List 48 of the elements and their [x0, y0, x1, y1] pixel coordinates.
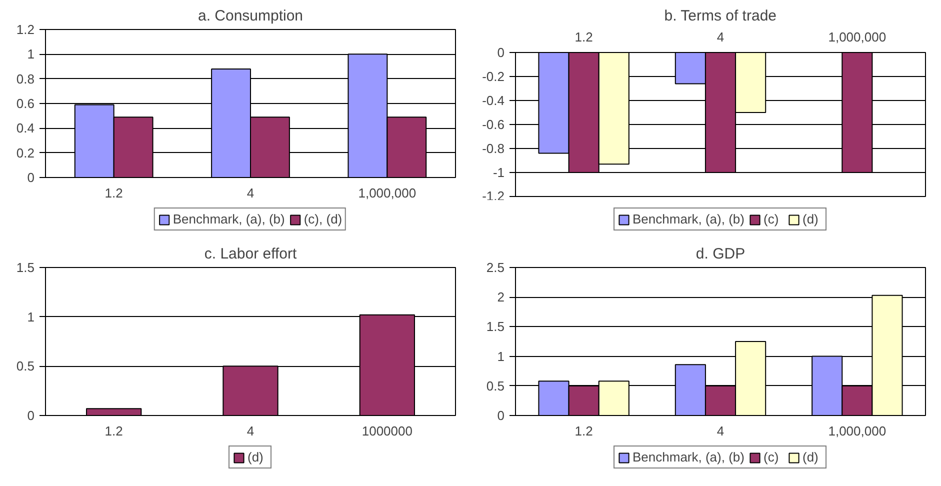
legend-label: (d): [248, 450, 264, 464]
legend-label: Benchmark, (a), (b): [632, 212, 744, 226]
x-tick-label: 4: [246, 186, 254, 200]
legend-label: (d): [802, 212, 820, 226]
y-tick-label: 0: [27, 170, 35, 185]
y-tick-label: -0.8: [482, 141, 505, 156]
x-tick-label: 1.2: [574, 30, 593, 44]
chart-title: a. Consumption: [198, 8, 304, 24]
legend-label: (c): [763, 450, 780, 464]
y-tick-label: -0.6: [482, 117, 505, 132]
chart-title: b. Terms of trade: [664, 8, 777, 24]
y-tick-label: 0.5: [16, 358, 35, 374]
x-tick-label: 1000000: [362, 424, 412, 438]
y-tick-label: 0: [497, 408, 505, 423]
bar: [86, 408, 142, 416]
chart-title: d. GDP: [696, 246, 746, 262]
x-tick-label: 4: [716, 30, 724, 44]
y-tick-label: -1: [492, 165, 505, 180]
x-tick-label: 1.2: [104, 186, 123, 200]
y-tick-label: 0.2: [16, 145, 35, 160]
y-tick-label: 0: [27, 408, 35, 423]
chart-title: c. Labor effort: [204, 246, 298, 262]
x-tick-label: 1.2: [104, 424, 123, 438]
y-tick-label: 0: [497, 45, 505, 60]
x-tick-label: 1,000,000: [828, 30, 886, 44]
x-tick-label: 1,000,000: [358, 186, 416, 200]
legend-label: (d): [802, 450, 820, 464]
legend-label: (c), (d): [304, 212, 342, 226]
y-tick-label: 1.5: [486, 319, 505, 334]
y-tick-label: 2.5: [486, 260, 505, 275]
y-tick-label: 0.8: [16, 71, 35, 86]
legend-label: Benchmark, (a), (b): [632, 450, 744, 464]
legend-label: Benchmark, (a), (b): [172, 212, 285, 226]
y-tick-label: -0.2: [482, 69, 505, 84]
y-tick-label: -0.4: [482, 93, 505, 108]
y-tick-label: 0.5: [486, 378, 505, 394]
y-tick-label: 0.6: [16, 96, 35, 111]
y-tick-label: 1: [497, 348, 505, 364]
x-tick-label: 4: [716, 424, 724, 438]
x-tick-label: 1,000,000: [828, 424, 886, 438]
y-tick-label: 1: [27, 46, 35, 62]
x-tick-label: 1.2: [574, 424, 593, 438]
y-tick-label: 0.4: [16, 120, 35, 136]
y-tick-label: 1: [27, 309, 35, 324]
x-tick-label: 4: [246, 424, 254, 438]
y-tick-label: 2: [497, 290, 505, 305]
y-tick-label: 1.5: [16, 260, 35, 275]
legend-label: (c): [763, 212, 780, 226]
